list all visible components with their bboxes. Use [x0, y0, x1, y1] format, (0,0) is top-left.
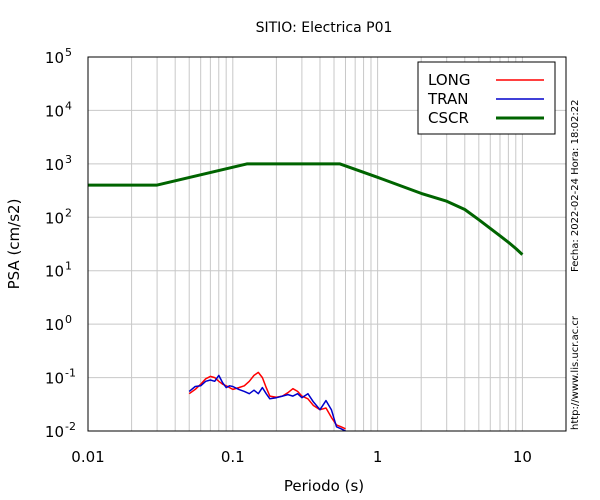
y-tick-label: 10 — [45, 423, 64, 441]
series-lines — [88, 162, 524, 432]
x-axis-label: Periodo (s) — [284, 477, 364, 495]
series-line-tran — [188, 374, 346, 432]
y-tick-label: 10 — [45, 156, 64, 174]
website-url: http://www.lis.ucr.ac.cr — [570, 316, 581, 430]
y-tick-label: 10 — [45, 263, 64, 281]
y-tick-exponent: 2 — [65, 206, 72, 219]
y-tick-exponent: 0 — [65, 313, 72, 326]
legend-label: LONG — [428, 71, 470, 89]
legend-box — [417, 61, 556, 135]
y-tick-label: 10 — [45, 316, 64, 334]
date-stamp: Fecha: 2022-02-24 Hora: 18:02:22 — [570, 99, 581, 273]
y-tick-exponent: -1 — [65, 367, 76, 380]
plot-frame — [87, 56, 567, 432]
y-tick-label: 10 — [45, 49, 64, 67]
y-tick-label: 10 — [45, 209, 64, 227]
x-tick-label: 10 — [513, 448, 532, 466]
y-tick-exponent: 5 — [65, 46, 72, 59]
x-tick-label: 0.1 — [221, 448, 245, 466]
y-tick-exponent: 4 — [65, 99, 72, 112]
y-tick-exponent: 1 — [65, 260, 72, 273]
y-tick-label: 10 — [45, 370, 64, 388]
chart-title: SITIO: Electrica P01 — [256, 20, 393, 36]
series-line-cscr — [88, 162, 524, 256]
legend-label: CSCR — [428, 109, 469, 127]
y-tick-exponent: -2 — [65, 420, 76, 433]
y-tick-label: 10 — [45, 102, 64, 120]
y-tick-exponent: 3 — [65, 153, 72, 166]
y-axis-label: PSA (cm/s2) — [5, 199, 23, 290]
legend-label: TRAN — [427, 90, 468, 108]
x-tick-label: 0.01 — [71, 448, 104, 466]
x-tick-label: 1 — [373, 448, 383, 466]
